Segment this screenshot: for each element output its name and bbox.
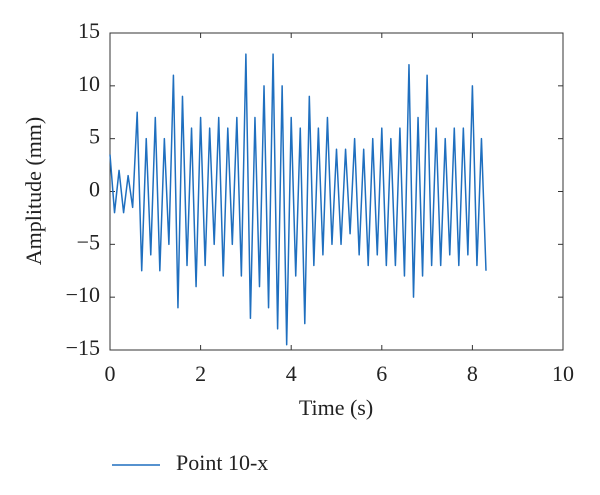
- x-tick-label: 6: [376, 361, 387, 386]
- x-tick-label: 4: [286, 361, 297, 386]
- x-tick-label: 8: [467, 361, 478, 386]
- x-tick-label: 2: [195, 361, 206, 386]
- data-line: [109, 53, 487, 346]
- x-axis-label: Time (s): [299, 395, 373, 420]
- y-tick-label: 5: [89, 124, 100, 149]
- x-tick-label: 10: [552, 361, 574, 386]
- legend-label: Point 10-x: [176, 450, 268, 475]
- x-tick-label: 0: [105, 361, 116, 386]
- y-tick-label: −5: [77, 229, 100, 254]
- y-axis-label: Amplitude (mm): [21, 117, 46, 265]
- y-tick-label: −10: [66, 282, 100, 307]
- y-tick-label: 15: [78, 18, 100, 43]
- y-tick-label: 10: [78, 71, 100, 96]
- y-tick-label: −15: [66, 335, 100, 360]
- y-tick-label: 0: [89, 177, 100, 202]
